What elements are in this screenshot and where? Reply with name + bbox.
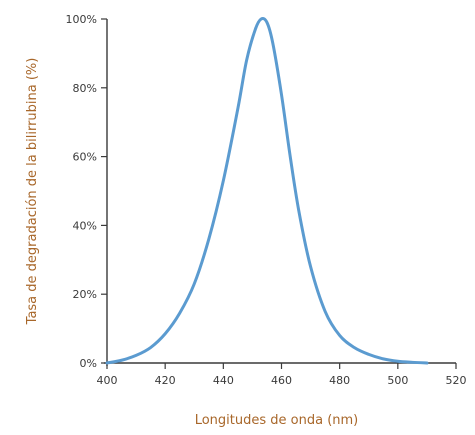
series-line [105,16,429,365]
y-axis-title: Tasa de degradación de la bilirrubina (%… [25,58,40,326]
x-tick-label: 480 [329,374,350,387]
x-tick-label: 400 [97,374,118,387]
y-tick-label: 40% [73,219,97,232]
y-tick-label: 60% [73,151,97,164]
x-tick-label: 440 [213,374,234,387]
y-tick-label: 20% [73,288,97,301]
y-tick-label: 100% [66,13,97,26]
plot-area: 0% 20% 40% 60% 80% 100% 400 420 440 460 480 500 520 [66,13,467,387]
x-tick-label: 500 [387,374,408,387]
x-tick-label: 460 [271,374,292,387]
y-tick-label: 80% [73,82,97,95]
y-tick-label: 0% [80,357,97,370]
x-tick-label: 420 [155,374,176,387]
x-axis-title: Longitudes de onda (nm) [195,413,359,428]
x-tick-label: 520 [446,374,467,387]
